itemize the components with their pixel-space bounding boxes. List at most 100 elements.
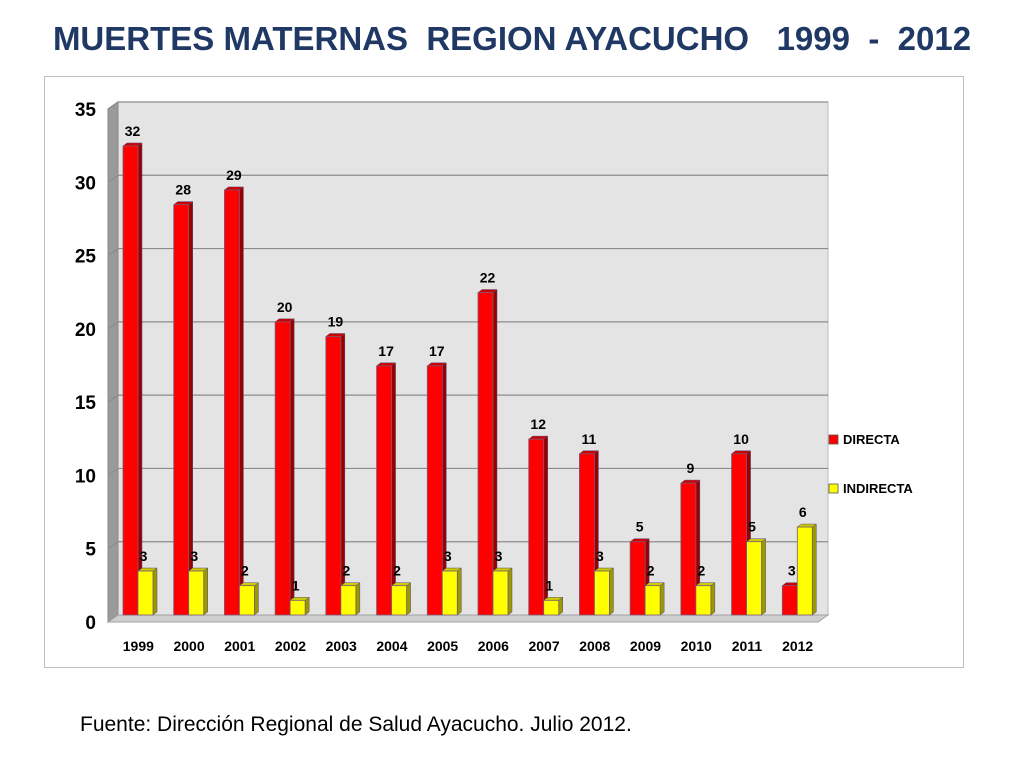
bar-directa xyxy=(375,362,397,616)
bar-directa xyxy=(223,186,245,616)
bar-indirecta xyxy=(238,582,260,616)
x-tick-label: 2006 xyxy=(478,638,509,654)
bar-front xyxy=(340,585,357,616)
bar-indirecta xyxy=(390,582,412,616)
bar-front xyxy=(224,189,240,616)
gridline xyxy=(107,174,828,183)
legend-swatch xyxy=(828,434,839,445)
bar-front xyxy=(796,526,813,616)
bar-side xyxy=(659,582,665,616)
x-tick-label: 2005 xyxy=(427,638,458,654)
plot-floor xyxy=(106,614,830,623)
bar-indirecta xyxy=(542,596,564,616)
bar-chart: 0510152025303532319992832000292200120120… xyxy=(75,100,914,654)
bar-indirecta xyxy=(137,567,158,616)
bar-front xyxy=(781,585,798,616)
bar-front xyxy=(173,204,190,616)
bar-indirecta xyxy=(695,582,716,616)
bar-directa xyxy=(172,201,194,616)
bar-front xyxy=(731,453,747,616)
bar-side xyxy=(355,582,361,616)
bar-front xyxy=(239,585,255,616)
bar-directa xyxy=(122,142,143,616)
gridline xyxy=(107,101,828,110)
bar-front xyxy=(528,438,545,616)
gridline xyxy=(107,321,828,330)
bar-side xyxy=(239,186,244,616)
data-label-directa: 17 xyxy=(378,343,394,359)
x-tick-label: 2007 xyxy=(528,638,559,654)
data-label-indirecta: 1 xyxy=(545,577,553,593)
data-label-directa: 19 xyxy=(328,314,344,330)
data-label-directa: 28 xyxy=(175,182,191,198)
bar-front xyxy=(441,570,458,616)
data-label-directa: 10 xyxy=(733,431,749,447)
bar-directa xyxy=(680,479,701,616)
data-label-indirecta: 2 xyxy=(241,563,249,579)
bar-front xyxy=(492,570,509,616)
legend-label: DIRECTA xyxy=(843,432,900,447)
x-tick-label: 1999 xyxy=(123,638,154,654)
y-tick-label: 20 xyxy=(75,320,96,341)
y-tick-label: 15 xyxy=(75,393,97,414)
bar-indirecta xyxy=(441,567,463,616)
data-label-indirecta: 3 xyxy=(495,548,503,564)
y-tick-label: 35 xyxy=(75,100,97,121)
data-label-indirecta: 3 xyxy=(444,548,452,564)
data-label-indirecta: 1 xyxy=(292,577,300,593)
bar-indirecta xyxy=(745,538,767,616)
bar-front xyxy=(543,599,560,616)
data-label-directa: 5 xyxy=(636,519,644,535)
bar-side xyxy=(137,142,143,616)
y-tick-label: 30 xyxy=(75,173,96,194)
bar-side xyxy=(457,567,462,616)
data-label-indirecta: 3 xyxy=(190,548,198,564)
data-label-directa: 17 xyxy=(429,343,445,359)
data-label-indirecta: 2 xyxy=(697,563,705,579)
x-tick-label: 2000 xyxy=(173,638,204,654)
bar-front xyxy=(695,585,712,616)
x-tick-label: 2003 xyxy=(326,638,357,654)
bar-front xyxy=(746,541,762,616)
source-note: Fuente: Dirección Regional de Salud Ayac… xyxy=(80,713,632,736)
bar-directa xyxy=(274,318,295,616)
bar-side xyxy=(289,318,295,616)
bar-side xyxy=(406,582,411,616)
bar-side xyxy=(492,289,498,616)
bar-indirecta xyxy=(593,567,615,616)
y-tick-label: 5 xyxy=(85,540,96,561)
bar-indirecta xyxy=(644,582,665,616)
bar-front xyxy=(629,541,646,616)
bar-side xyxy=(609,567,614,616)
bar-front xyxy=(477,292,494,616)
data-label-indirecta: 6 xyxy=(799,504,807,520)
bar-side xyxy=(812,523,817,616)
bar-front xyxy=(426,365,443,616)
data-label-directa: 32 xyxy=(125,123,141,139)
data-label-indirecta: 3 xyxy=(596,548,604,564)
x-tick-label: 2002 xyxy=(275,638,306,654)
legend: DIRECTA INDIRECTA xyxy=(828,432,913,496)
bar-directa xyxy=(477,289,498,616)
x-tick-label: 2012 xyxy=(782,638,813,654)
bar-directa xyxy=(426,362,448,616)
x-tick-label: 2011 xyxy=(732,638,763,654)
data-label-directa: 29 xyxy=(226,167,242,183)
bar-front xyxy=(376,365,392,616)
gridline xyxy=(107,394,828,403)
data-label-directa: 3 xyxy=(788,563,796,579)
y-tick-label: 0 xyxy=(85,613,96,634)
data-label-indirecta: 2 xyxy=(393,563,401,579)
bar-front xyxy=(122,145,139,616)
bar-side xyxy=(761,538,766,616)
bar-indirecta xyxy=(492,567,513,616)
x-tick-label: 2009 xyxy=(630,638,661,654)
bar-indirecta xyxy=(289,596,310,616)
bar-front xyxy=(594,570,610,616)
data-label-directa: 9 xyxy=(686,460,694,476)
bar-front xyxy=(579,453,595,616)
data-label-directa: 11 xyxy=(582,431,597,447)
bar-front xyxy=(644,585,661,616)
bar-front xyxy=(289,599,306,616)
data-label-indirecta: 3 xyxy=(140,548,148,564)
